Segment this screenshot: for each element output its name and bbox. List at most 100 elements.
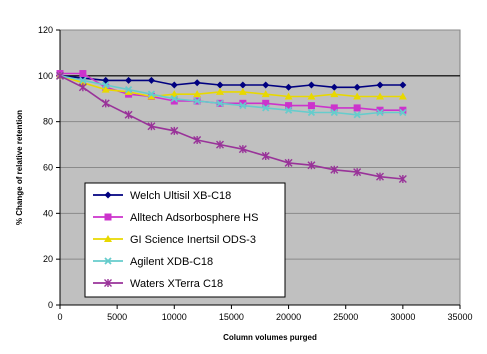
data-point xyxy=(399,81,407,89)
x-tick-label: 0 xyxy=(57,312,62,322)
data-point xyxy=(399,108,407,117)
data-point xyxy=(170,126,179,135)
data-point xyxy=(353,83,361,91)
series-line xyxy=(59,75,403,98)
data-point xyxy=(307,161,316,170)
legend: Welch Ultisil XB-C18 Alltech Adsorbospher… xyxy=(84,182,286,298)
x-tick-label: 35000 xyxy=(447,312,472,322)
series-line xyxy=(59,75,403,180)
data-point xyxy=(170,95,178,103)
x-tick-label: 15000 xyxy=(219,312,244,322)
data-point xyxy=(376,92,384,100)
legend-entry: GI Science Inertsil ODS-3 xyxy=(93,234,256,246)
series-group xyxy=(56,70,407,183)
data-point xyxy=(330,104,338,112)
data-point xyxy=(353,111,361,119)
data-point xyxy=(78,83,87,92)
data-point xyxy=(216,99,224,107)
series-line xyxy=(59,75,403,116)
data-point xyxy=(170,81,178,89)
legend-entry: Welch Ultisil XB-C18 xyxy=(93,190,231,202)
data-point xyxy=(170,90,179,98)
series-line xyxy=(59,75,403,89)
data-point xyxy=(78,78,87,86)
data-point xyxy=(238,145,247,154)
legend-label: Agilent XDB-C18 xyxy=(130,256,213,268)
data-point xyxy=(147,122,156,131)
y-tick-label: 0 xyxy=(48,300,53,310)
y-tick-label: 60 xyxy=(43,163,53,173)
data-point xyxy=(216,140,224,149)
data-point xyxy=(56,71,64,80)
y-axis-label: % Change of relative retention xyxy=(15,110,24,225)
data-point xyxy=(307,108,316,117)
data-point xyxy=(262,99,270,107)
data-point xyxy=(262,104,270,112)
data-point xyxy=(353,92,362,100)
data-point xyxy=(147,76,155,84)
legend-entry: Agilent XDB-C18 xyxy=(93,256,213,268)
x-tick-label: 20000 xyxy=(276,312,301,322)
legend-entry: Alltech Adsorbosphere HS xyxy=(93,212,258,224)
data-point xyxy=(330,90,339,98)
data-point xyxy=(193,97,201,105)
data-point xyxy=(307,81,315,89)
data-point xyxy=(399,106,407,114)
y-tick-label: 120 xyxy=(38,25,53,35)
data-point xyxy=(284,158,293,167)
data-point xyxy=(147,92,156,100)
data-point xyxy=(125,76,133,84)
data-point xyxy=(376,108,384,117)
y-tick-label: 20 xyxy=(43,254,53,264)
legend-label: Alltech Adsorbosphere HS xyxy=(130,212,258,224)
legend-marker xyxy=(104,279,112,287)
legend-label: Waters XTerra C18 xyxy=(130,278,223,290)
data-point xyxy=(170,97,178,105)
legend-box xyxy=(84,182,286,298)
legend-marker xyxy=(104,191,112,199)
data-point xyxy=(124,87,133,95)
legend-label: Welch Ultisil XB-C18 xyxy=(130,190,231,202)
x-tick-label: 5000 xyxy=(107,312,127,322)
legend-label: GI Science Inertsil ODS-3 xyxy=(130,234,256,246)
data-point xyxy=(79,76,87,85)
y-tick-label: 80 xyxy=(43,117,53,127)
data-point xyxy=(330,165,339,174)
data-point xyxy=(239,81,247,89)
x-tick-label: 10000 xyxy=(162,312,187,322)
data-point xyxy=(216,87,224,95)
data-point xyxy=(261,90,270,98)
data-point xyxy=(398,92,407,100)
series-4 xyxy=(56,72,407,119)
data-point xyxy=(147,90,156,98)
data-point xyxy=(261,152,270,161)
data-point xyxy=(102,81,110,89)
data-point xyxy=(101,99,110,108)
data-point xyxy=(284,106,293,114)
series-3 xyxy=(56,71,407,100)
data-point xyxy=(376,172,384,181)
data-point xyxy=(216,81,224,89)
x-tick-label: 30000 xyxy=(390,312,415,322)
data-point xyxy=(238,87,247,95)
data-point xyxy=(239,99,247,107)
data-point xyxy=(193,136,202,144)
data-point xyxy=(285,102,293,110)
y-tick-label: 100 xyxy=(38,71,53,81)
x-axis-ticks: 0 5000 10000 15000 20000 25000 30000 35000 xyxy=(57,304,473,322)
data-point xyxy=(307,102,315,110)
legend-marker xyxy=(104,213,112,221)
data-point xyxy=(79,70,87,78)
data-point xyxy=(330,108,338,117)
data-point xyxy=(307,92,316,100)
data-point xyxy=(262,81,270,89)
data-point xyxy=(376,81,384,89)
data-point xyxy=(101,85,110,93)
legend-marker xyxy=(104,235,112,242)
data-point xyxy=(193,90,202,98)
data-point xyxy=(124,110,133,119)
data-point xyxy=(353,104,361,112)
data-point xyxy=(353,168,362,177)
series-5 xyxy=(56,71,407,183)
